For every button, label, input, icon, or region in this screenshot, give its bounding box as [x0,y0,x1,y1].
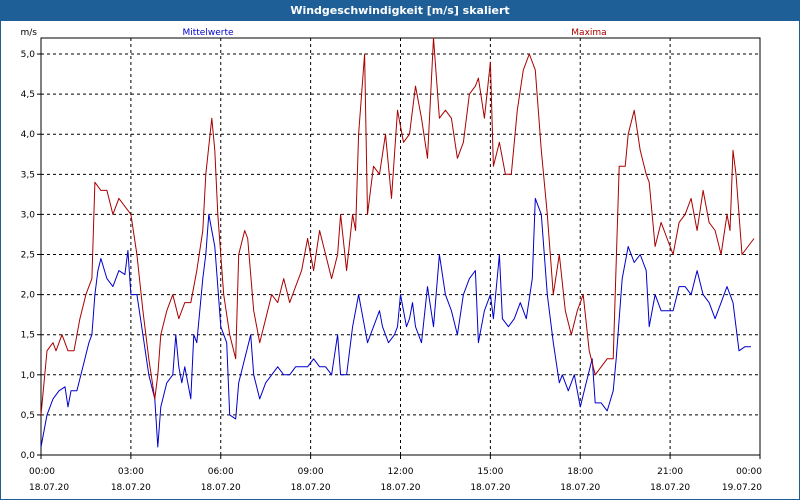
x-tick-label-date: 18.07.20 [380,483,420,493]
x-tick-label-time: 03:00 [118,467,144,477]
x-tick-label-time: 21:00 [657,467,683,477]
x-tick-label-time: 12:00 [388,467,414,477]
grid [41,38,760,456]
y-tick-label: 4,0 [21,130,36,140]
x-tick-label-time: 15:00 [477,467,503,477]
y-tick-label: 4,5 [21,90,35,100]
y-tick-label: 0,5 [21,411,35,421]
x-tick-label-time: 00:00 [29,467,55,477]
x-tick-label-date: 18.07.20 [560,483,600,493]
x-tick-label-date: 18.07.20 [29,483,69,493]
x-tick-label-date: 18.07.20 [291,483,331,493]
x-tick-label-date: 19.07.20 [722,483,762,493]
y-tick-label: 2,0 [21,291,36,301]
x-tick-label-time: 00:00 [736,467,762,477]
legend-maxima: Maxima [571,28,606,38]
x-tick-label-date: 18.07.20 [650,483,690,493]
y-tick-label: 2,5 [21,251,35,261]
y-tick-label: 1,0 [21,371,36,381]
x-tick-label-time: 06:00 [208,467,234,477]
wind-speed-chart: 0,0 0,5 1,0 1,5 2,0 2,5 3,0 3,5 4,0 4,5 5,0 m/s 00:0… [21,28,763,493]
x-tick-label-date: 18.07.20 [111,483,151,493]
x-tick-label-time: 09:00 [298,467,324,477]
x-tick-label-date: 18.07.20 [470,483,510,493]
y-tick-label: 3,0 [21,210,36,220]
series-line-maxima [40,37,755,415]
y-tick-label: 1,5 [21,331,35,341]
x-tick-label-date: 18.07.20 [201,483,241,493]
axes: 0,0 0,5 1,0 1,5 2,0 2,5 3,0 3,5 4,0 4,5 5,0 m/s 00:0… [21,28,763,493]
legend: Mittelwerte Maxima [182,28,606,38]
window-title: Windgeschwindigkeit [m/s] skaliert [1,1,799,21]
x-tick-label-time: 18:00 [567,467,593,477]
y-tick-label: 0,0 [21,451,36,461]
y-tick-label: 3,5 [21,170,35,180]
legend-mittelwerte: Mittelwerte [182,28,233,38]
series-line-mittelwerte [40,197,751,448]
y-axis-label: m/s [21,28,38,38]
y-tick-label: 5,0 [21,50,36,60]
series-lines [40,37,755,448]
